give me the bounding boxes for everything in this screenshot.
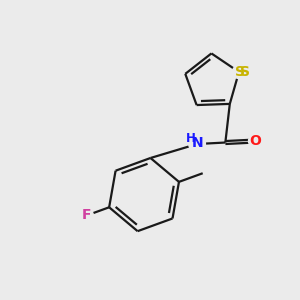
Circle shape bbox=[248, 134, 262, 148]
Text: F: F bbox=[82, 208, 92, 222]
Text: S: S bbox=[241, 65, 250, 79]
Circle shape bbox=[232, 65, 245, 79]
Text: N: N bbox=[191, 136, 203, 150]
Text: H: H bbox=[186, 132, 196, 145]
Circle shape bbox=[80, 209, 93, 222]
Circle shape bbox=[189, 136, 206, 152]
Text: S: S bbox=[236, 65, 245, 79]
Text: O: O bbox=[249, 134, 261, 148]
